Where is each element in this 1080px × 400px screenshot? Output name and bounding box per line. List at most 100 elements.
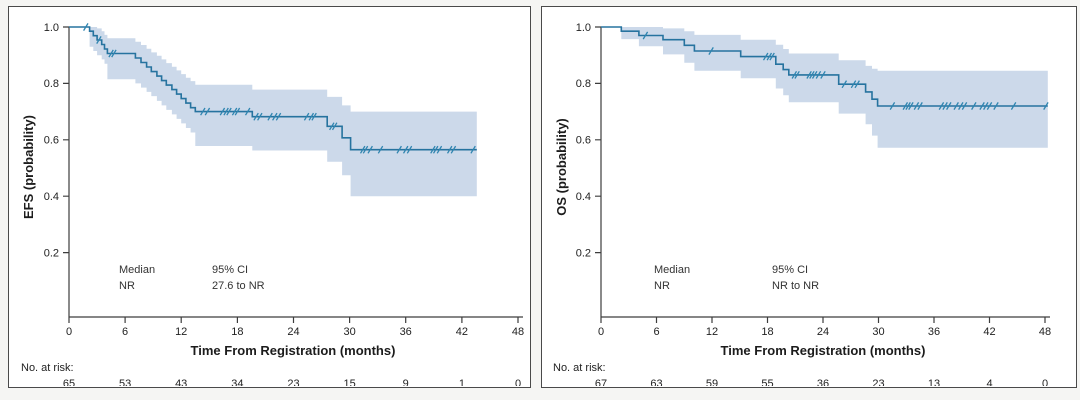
os-plot-layers bbox=[595, 26, 1050, 323]
censor-tick bbox=[905, 102, 911, 110]
censor-tick bbox=[331, 122, 338, 131]
censor-tick bbox=[446, 145, 453, 154]
x-tick-label: 12 bbox=[706, 326, 718, 338]
censor-tick bbox=[108, 49, 114, 58]
y-tick-label: 0.2 bbox=[44, 247, 59, 259]
median-value: NR bbox=[654, 280, 670, 292]
censor-tick bbox=[946, 102, 952, 110]
risk-count: 59 bbox=[706, 378, 718, 386]
censor-tick bbox=[436, 145, 443, 154]
risk-count: 67 bbox=[595, 378, 607, 386]
censor-tick bbox=[402, 145, 409, 154]
efs-chart-panel: EFS (probability) Time From Registration… bbox=[8, 6, 531, 388]
risk-count: 4 bbox=[986, 378, 992, 386]
x-tick-label: 48 bbox=[512, 326, 524, 338]
x-tick-label: 6 bbox=[122, 326, 128, 338]
censor-tick bbox=[794, 70, 800, 79]
km-curve-line bbox=[69, 26, 477, 151]
x-tick-label: 12 bbox=[175, 326, 187, 338]
x-tick-label: 24 bbox=[287, 326, 299, 338]
censor-tick bbox=[815, 70, 822, 79]
ci-label: 95% CI bbox=[212, 264, 248, 276]
ci-value: 27.6 to NR bbox=[212, 280, 265, 292]
censor-tick bbox=[204, 107, 211, 116]
x-tick-label: 42 bbox=[456, 326, 468, 338]
axes bbox=[63, 26, 523, 323]
x-tick-label: 0 bbox=[598, 326, 604, 338]
censor-tick bbox=[396, 145, 402, 154]
x-tick-label: 24 bbox=[817, 326, 829, 338]
risk-table-label: No. at risk: bbox=[21, 362, 74, 374]
censor-tick bbox=[226, 107, 232, 116]
confidence-band bbox=[621, 27, 1048, 148]
risk-count: 43 bbox=[175, 378, 187, 386]
censor-tick bbox=[1043, 102, 1049, 110]
y-tick-label: 0.8 bbox=[576, 78, 591, 90]
censor-tick bbox=[223, 107, 229, 116]
x-tick-label: 42 bbox=[983, 326, 995, 338]
censor-tick bbox=[854, 80, 860, 89]
censor-tick bbox=[953, 102, 959, 110]
risk-count: 63 bbox=[650, 378, 662, 386]
censor-tick bbox=[244, 107, 251, 116]
y-tick-label: 1.0 bbox=[44, 22, 59, 34]
censor-tick bbox=[971, 102, 977, 110]
censor-tick bbox=[83, 23, 89, 31]
censor-tick bbox=[642, 31, 649, 40]
risk-count: 23 bbox=[872, 378, 884, 386]
censor-tick bbox=[908, 102, 914, 110]
x-tick-label: 36 bbox=[400, 326, 412, 338]
censor-tick bbox=[406, 145, 413, 154]
censor-tick bbox=[200, 107, 206, 116]
axes bbox=[595, 26, 1050, 323]
censor-tick bbox=[809, 70, 815, 79]
censor-tick bbox=[820, 70, 826, 79]
risk-count: 23 bbox=[287, 378, 299, 386]
censor-tick bbox=[359, 145, 366, 154]
censor-tick bbox=[432, 145, 439, 154]
risk-count: 53 bbox=[119, 378, 131, 386]
censor-tick bbox=[983, 102, 989, 110]
os-survival-chart: OS (probability) Time From Registration … bbox=[553, 22, 1051, 386]
censor-tick bbox=[111, 49, 117, 58]
censor-tick bbox=[267, 112, 273, 121]
risk-count: 13 bbox=[928, 378, 940, 386]
risk-count: 55 bbox=[761, 378, 773, 386]
censor-tick bbox=[362, 145, 369, 154]
x-tick-label: 18 bbox=[231, 326, 243, 338]
efs-survival-chart: EFS (probability) Time From Registration… bbox=[21, 22, 524, 386]
censor-tick bbox=[311, 112, 317, 121]
censor-tick bbox=[841, 80, 848, 89]
x-tick-label: 30 bbox=[872, 326, 884, 338]
risk-table-label: No. at risk: bbox=[553, 362, 606, 374]
censor-tick bbox=[917, 102, 923, 110]
x-tick-label: 18 bbox=[761, 326, 773, 338]
censor-tick bbox=[272, 112, 278, 121]
censor-tick bbox=[769, 52, 775, 61]
censor-tick bbox=[275, 112, 282, 121]
censor-tick bbox=[986, 102, 993, 110]
censor-tick bbox=[791, 70, 798, 79]
censor-tick bbox=[993, 102, 999, 110]
censor-tick bbox=[942, 102, 948, 110]
y-axis-label: OS (probability) bbox=[554, 118, 569, 216]
censor-tick bbox=[303, 112, 310, 121]
censor-tick bbox=[961, 102, 968, 110]
censor-tick bbox=[889, 102, 896, 110]
median-value: NR bbox=[119, 280, 135, 292]
y-tick-label: 0.2 bbox=[576, 247, 591, 259]
ci-value: NR to NR bbox=[772, 280, 819, 292]
censor-tick bbox=[367, 145, 373, 154]
median-label: Median bbox=[654, 264, 690, 276]
y-tick-label: 0.8 bbox=[44, 78, 59, 90]
censor-tick bbox=[850, 80, 857, 89]
censor-tick bbox=[811, 70, 818, 79]
censor-tick bbox=[979, 102, 985, 110]
censor-tick bbox=[257, 112, 263, 121]
censor-tick bbox=[450, 145, 457, 154]
censor-tick bbox=[377, 145, 384, 154]
censor-tick bbox=[470, 145, 476, 154]
censor-tick bbox=[329, 122, 335, 131]
x-axis-label: Time From Registration (months) bbox=[721, 343, 926, 358]
risk-count: 0 bbox=[515, 378, 521, 386]
